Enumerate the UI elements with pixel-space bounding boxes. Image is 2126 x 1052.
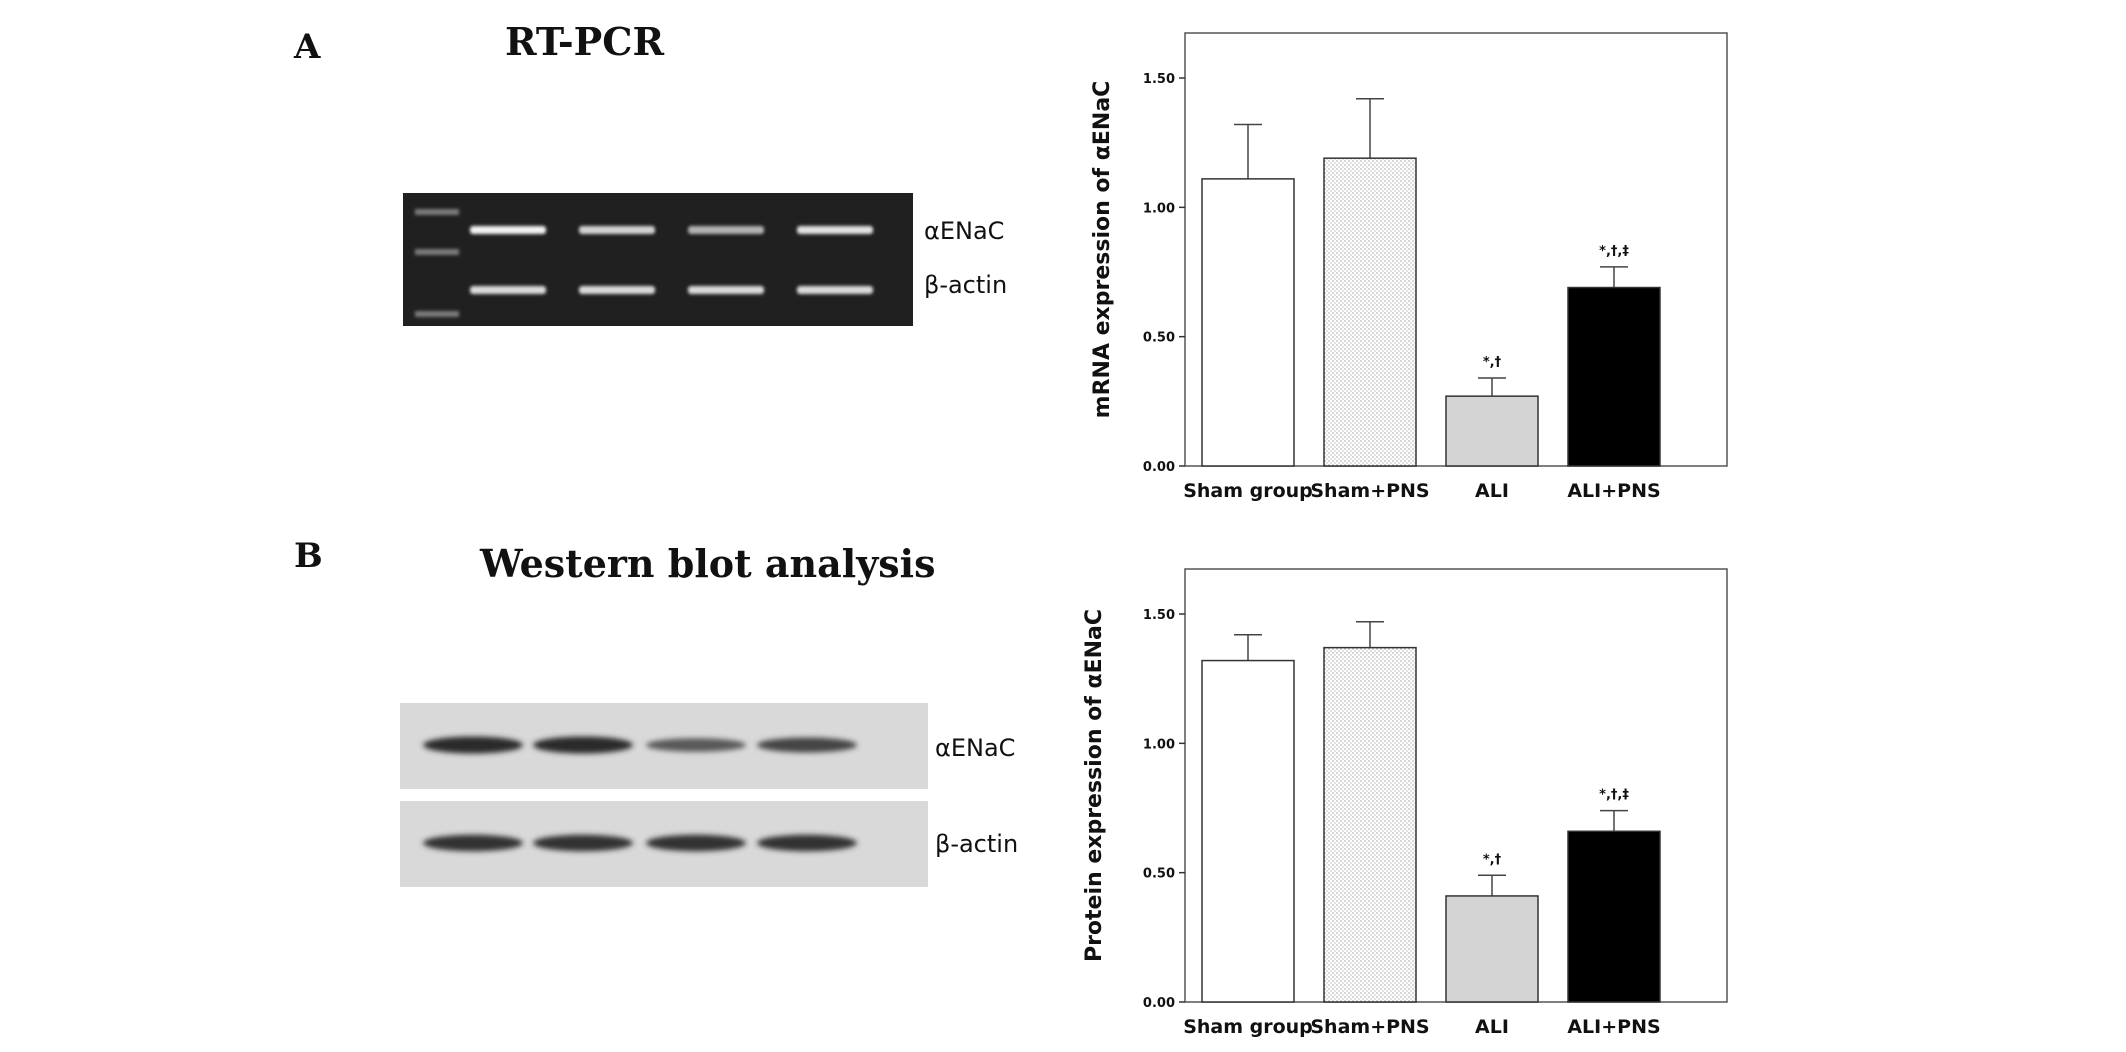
western-blot-image [400,703,928,887]
y-tick-label: 0.00 [1143,996,1175,1011]
panel-letter-a: A [293,27,321,67]
category-label: Sham group [1183,1016,1313,1038]
category-label: Sham group [1183,480,1313,502]
actin-band [688,286,764,294]
category-label: Sham+PNS [1310,480,1429,502]
gel-background [403,193,913,326]
y-tick-label: 1.00 [1143,201,1175,216]
category-label: Sham+PNS [1310,1016,1429,1038]
protein-bar-chart: 0.00 0.50 1.00 1.50 Protein expression of αE… [1082,568,1728,1038]
panel-letter-b: B [294,536,323,576]
actin-band [797,286,873,294]
y-tick-label: 1.00 [1143,737,1175,752]
category-label: ALI [1475,480,1509,502]
enac-band [797,226,873,234]
category-label: ALI+PNS [1567,480,1660,502]
y-tick-label: 0.00 [1143,460,1175,475]
bar [1323,646,1417,1003]
gel-a-band-label-actin: β-actin [924,271,1007,299]
category-label: ALI+PNS [1567,1016,1660,1038]
gel-a-band-label-enac: αENaC [924,217,1004,245]
actin-blot-band [533,834,633,852]
bar [1445,895,1539,1003]
ladder-band [415,209,459,215]
enac-band [688,226,764,234]
actin-band [470,286,546,294]
bar [1567,830,1661,1003]
enac-band [470,226,546,234]
bar [1201,659,1295,1003]
actin-blot-band [757,834,857,852]
enac-blot-band [757,737,857,753]
panel-title-western: Western blot analysis [479,541,936,586]
rtpcr-gel-image [403,193,913,326]
bar [1567,286,1661,467]
significance-label: *,†,‡ [1599,788,1629,803]
ladder-band [415,311,459,317]
actin-blot-band [646,834,746,852]
y-tick-label: 1.50 [1143,608,1175,623]
bar [1323,157,1417,467]
enac-blot-band [646,738,746,752]
y-tick-label: 0.50 [1143,867,1175,882]
bar [1445,395,1539,467]
enac-blot-band [533,736,633,754]
gel-b-band-label-enac: αENaC [935,734,1015,762]
y-axis-title: Protein expression of αENaC [1082,609,1107,962]
category-label: ALI [1475,1016,1509,1038]
y-axis-title: mRNA expression of αENaC [1090,81,1115,419]
bar [1201,178,1295,467]
y-tick-label: 0.50 [1143,331,1175,346]
enac-blot-band [423,736,523,754]
enac-band [579,226,655,234]
y-tick-label: 1.50 [1143,72,1175,87]
gel-b-band-label-actin: β-actin [935,830,1018,858]
mrna-bar-chart: 0.00 0.50 1.00 1.50 mRNA expression of αENaC… [1090,32,1728,502]
actin-band [579,286,655,294]
ladder-band [415,249,459,255]
panel-title-rtpcr: RT-PCR [505,19,664,64]
significance-label: *,† [1483,852,1502,867]
significance-label: *,†,‡ [1599,244,1629,259]
significance-label: *,† [1483,355,1502,370]
actin-blot-band [423,834,523,852]
